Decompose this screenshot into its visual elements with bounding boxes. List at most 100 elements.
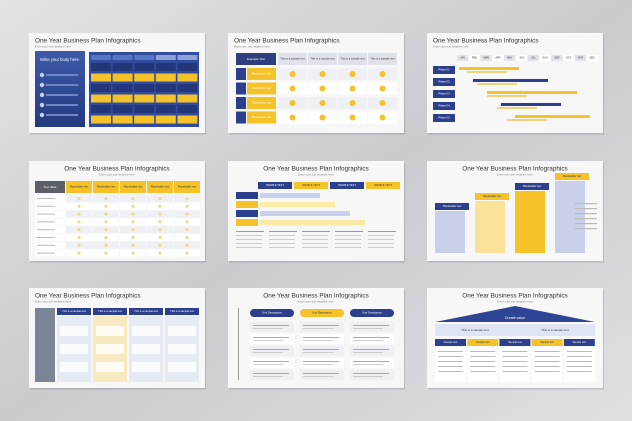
label: Phase 01 [438,68,450,72]
shape [112,55,133,60]
slide: One Year Business Plan InfographicsEnter… [427,161,604,263]
shape [260,220,365,225]
icon [349,114,356,121]
shape [435,339,466,346]
shape [470,366,496,367]
label: MAR [483,57,489,60]
icon [104,243,108,247]
shape [177,94,198,103]
shape [497,107,537,109]
shape [269,239,295,240]
shape [566,356,592,357]
shape [353,364,383,365]
shape [46,94,78,96]
shape [91,63,111,71]
shape [555,173,589,180]
shape [96,326,124,336]
shape [177,63,198,71]
shape [132,362,160,372]
shape [477,83,517,85]
shape [93,181,119,193]
shape [433,66,455,74]
label: Placeholder text [252,86,272,90]
shape [350,334,394,344]
shape [586,55,598,61]
label: NOV [578,57,584,60]
shape [91,55,111,60]
shape [129,308,163,315]
shape [531,347,563,382]
shape [566,371,592,372]
shape [253,361,289,362]
shape [475,193,509,200]
shape [168,344,196,354]
shape [134,105,155,113]
slide: One Year Business Plan InfographicsEnter… [29,288,206,390]
shape [236,247,262,248]
label: JAN [460,57,465,60]
shape [330,182,364,189]
shape [134,115,155,124]
label: Placeholder text [151,185,170,189]
label: JUL [531,57,536,60]
shape [368,239,394,240]
shape [247,111,276,124]
label: Placeholder text [178,185,197,189]
slide-title: One Year Business Plan Infographics [462,293,568,300]
icon [77,204,81,208]
shape [46,84,78,86]
shape [350,346,394,356]
shape [134,63,155,71]
shape [300,322,344,332]
shape [350,370,394,380]
shape [46,104,78,106]
label: This is a sample text [461,328,489,332]
shape [534,371,560,372]
shape [269,235,295,236]
icon [185,243,189,247]
shape [112,73,133,82]
slide-subtitle: Enter your sub headline here [35,300,71,304]
shape [504,55,516,61]
shape [37,244,55,246]
slide: One Year Business Plan InfographicsEnter… [228,161,405,263]
shape [438,366,463,367]
shape [438,351,463,352]
shape [247,82,276,95]
shape [236,201,258,208]
shape [515,115,590,118]
slide: One Year Business Plan InfographicsEnter… [29,33,206,135]
shape [247,68,276,80]
shape [37,205,55,207]
label: Create value [505,316,525,320]
shape [260,211,350,216]
label: Text table [44,185,57,189]
label: Placeholder text [443,204,462,208]
label: Sample text [476,340,490,344]
label: This is a sample text [134,309,158,313]
shape [487,95,527,97]
icon [289,100,296,106]
shape [60,344,88,354]
shape [563,55,575,61]
shape [433,90,455,98]
icon [289,114,296,121]
slide-title: One Year Business Plan Infographics [35,293,141,300]
shape [303,325,339,326]
label: Placeholder text [483,194,502,198]
shape [134,55,155,60]
label: Example Text [247,57,265,61]
shape [516,55,527,61]
shape [492,55,504,61]
shape [250,334,294,344]
icon [379,114,386,121]
icon [185,251,189,255]
shape [302,243,328,244]
shape [120,181,146,193]
icon [77,243,81,247]
label: This is a sample text [370,57,395,61]
shape [303,361,339,362]
shape [539,55,551,61]
shape [502,371,528,372]
